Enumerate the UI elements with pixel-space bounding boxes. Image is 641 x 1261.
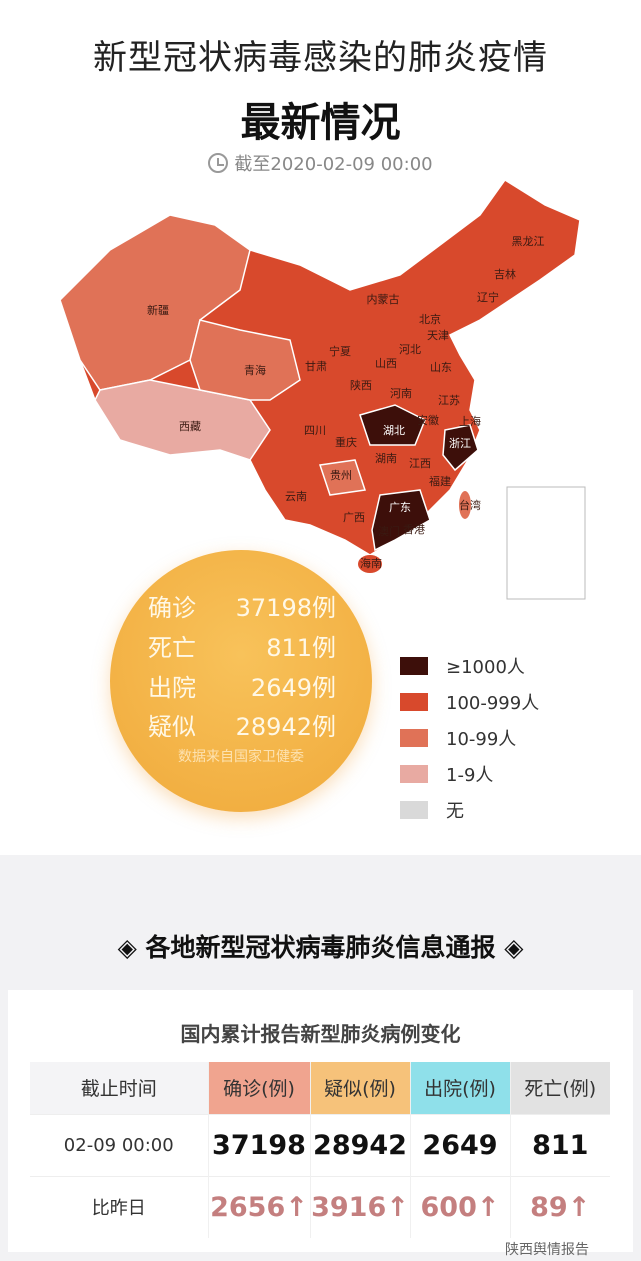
cell-deaths-delta: 89↑ [509,1175,610,1238]
legend-item: 无 [400,792,539,828]
page-subtitle: 最新情况 [240,100,401,146]
cell-deaths: 811 [509,1113,610,1176]
header-suspected: 疑似(例) [309,1062,410,1114]
summary-circle: 确诊 37198例 死亡 811例 出院 2649例 疑似 28942例 数据来自国家卫… [110,550,372,812]
cell-confirmed: 37198 [207,1113,310,1176]
province-label: 湖北 [383,424,405,437]
map-hubei [359,404,426,446]
summary-deaths: 死亡 811例 [148,634,336,662]
timestamp: 截至2020-02-09 00:00 [0,150,641,176]
legend-swatch [400,729,428,747]
header-deaths: 死亡(例) [509,1062,610,1114]
legend-swatch [400,765,428,783]
map-card: 新型冠状病毒感染的肺炎疫情 最新情况 截至2020-02-09 00:00 新疆… [0,0,641,855]
province-label: 广东 [389,501,411,514]
map-zhejiang [442,424,479,472]
province-label: 黑龙江 [511,235,545,248]
table-header-row: 截止时间 确诊(例) 疑似(例) 出院(例) 死亡(例) [30,1062,610,1114]
data-source: 数据来自国家卫健委 [178,749,304,765]
province-label: 台湾 [459,499,481,512]
cell-recovered: 2649 [409,1113,510,1176]
cell-recovered-delta: 600↑ [409,1175,510,1238]
summary-recovered: 出院 2649例 [148,674,336,702]
cell-suspected: 28942 [309,1113,410,1176]
table-row: 比昨日 2656↑ 3916↑ 600↑ 89↑ [30,1175,610,1238]
map-taiwan [459,491,471,519]
header-time: 截止时间 [30,1062,208,1114]
map-qinghai [189,319,301,401]
legend-item: 10-99人 [400,720,539,756]
china-map [59,178,586,600]
province-label: 澳门 [378,525,400,538]
header-confirmed: 确诊(例) [207,1062,310,1114]
watermark: 陕西舆情报告 [505,1242,589,1258]
legend-item: ≥1000人 [400,648,539,684]
cell-suspected-delta: 3916↑ [309,1175,410,1238]
legend-item: 100-999人 [400,684,539,720]
province-label: 宁夏 [329,345,351,358]
province-label: 山西 [375,357,397,370]
province-label: 江西 [409,457,431,470]
province-label: 河北 [399,343,421,356]
province-label: 湖南 [375,452,397,465]
province-label: 贵州 [330,469,352,482]
table-title: 国内累计报告新型肺炎病例变化 [180,1022,461,1046]
map-tibet [94,379,271,461]
legend-swatch [400,693,428,711]
province-label: 云南 [285,490,307,503]
section-title: ◈ 各地新型冠状病毒肺炎信息通报 ◈ [117,933,524,962]
province-label: 安徽 [417,414,439,427]
map-hainan [358,555,382,573]
stats-table: 截止时间 确诊(例) 疑似(例) 出院(例) 死亡(例) 02-09 00:00… [30,1062,610,1238]
province-label: 青海 [244,364,266,377]
legend-item: 1-9人 [400,756,539,792]
cell-time: 02-09 00:00 [30,1113,208,1176]
map-guangdong [371,489,431,552]
clock-icon [208,153,229,173]
province-label: 吉林 [494,268,516,281]
province-label: 新疆 [147,304,169,317]
province-label: 江苏 [438,394,460,407]
map-legend: ≥1000人 100-999人 10-99人 1-9人 无 [400,648,539,828]
province-label: 西藏 [179,420,201,433]
legend-swatch [400,657,428,675]
table-row: 02-09 00:00 37198 28942 2649 811 [30,1113,610,1176]
province-label: 北京 [419,313,441,326]
province-label: 辽宁 [477,291,499,304]
province-label: 香港 [403,523,425,536]
province-label: 海南 [360,557,382,570]
province-label: 浙江 [449,437,471,450]
province-label: 天津 [427,329,449,342]
province-label: 上海 [459,415,481,428]
province-label: 广西 [343,511,365,524]
legend-swatch [400,801,428,819]
header-recovered: 出院(例) [409,1062,510,1114]
province-label: 四川 [304,424,326,437]
province-label: 福建 [429,475,451,488]
map-guizhou [319,459,366,496]
page-title: 新型冠状病毒感染的肺炎疫情 [93,38,548,78]
map-xinjiang [59,214,251,391]
province-label: 内蒙古 [366,293,400,306]
south-china-sea-inset [506,486,586,600]
province-label: 山东 [430,361,452,374]
province-label: 陕西 [350,379,372,392]
stats-table-card: 国内累计报告新型肺炎病例变化 截止时间 确诊(例) 疑似(例) 出院(例) 死亡… [8,990,633,1252]
cell-label: 比昨日 [30,1175,208,1238]
province-label: 河南 [390,387,412,400]
summary-suspected: 疑似 28942例 [148,713,336,741]
cell-confirmed-delta: 2656↑ [207,1175,310,1238]
province-label: 甘肃 [305,360,327,373]
province-label: 重庆 [335,436,357,449]
summary-confirmed: 确诊 37198例 [148,594,336,622]
